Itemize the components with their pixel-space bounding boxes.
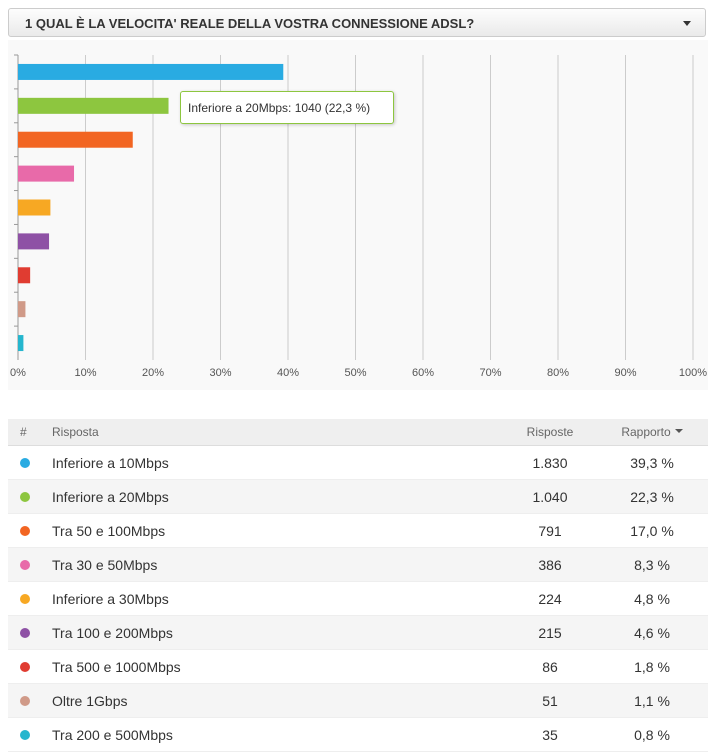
dropdown-arrow [683,21,691,30]
x-tick-label: 60% [412,367,434,379]
color-cell [8,547,51,582]
col-header[interactable]: Risposte [504,419,596,446]
bar [18,97,169,114]
color-dot [20,627,30,638]
count-cell: 51 [504,683,596,718]
color-cell [8,479,51,514]
color-cell [8,615,51,650]
color-dot [20,559,30,570]
answer-cell: Inferiore a 10Mbps [51,445,504,480]
color-dot [20,491,30,502]
answer-cell: Tra 30 e 50Mbps [51,547,504,582]
bar [18,301,26,318]
color-dot [20,695,30,706]
count-cell: 224 [504,581,596,616]
x-tick-label: 30% [209,367,231,379]
ratio-cell: 1,1 % [596,683,708,718]
table-row: Inferiore a 20Mbps 1.040 22,3 % [8,479,708,514]
question-title: 1 QUAL È LA VELOCITA' REALE DELLA VOSTRA… [25,16,475,31]
answer-cell: Inferiore a 20Mbps [51,479,504,514]
x-tick-label: 40% [277,367,299,379]
col-header[interactable]: Rapporto [596,419,708,446]
ratio-cell: 4,6 % [596,615,708,650]
count-cell: 1.040 [504,479,596,514]
color-cell [8,581,51,616]
table-row: Tra 100 e 200Mbps 215 4,6 % [8,615,708,650]
col-header-text: Rapporto [621,425,671,439]
bar [18,199,51,216]
x-tick-label: 20% [142,367,164,379]
table-header: # Risposta Risposte Rapporto [8,419,708,446]
color-cell [8,445,51,480]
bar [18,63,284,80]
color-cell [8,513,51,548]
color-cell [8,649,51,684]
col-header: # [8,419,51,446]
answer-cell: Oltre 1Gbps [51,683,504,718]
count-cell: 791 [504,513,596,548]
bar [18,131,133,148]
ratio-cell: 17,0 % [596,513,708,548]
answer-cell: Tra 500 e 1000Mbps [51,649,504,684]
sort-arrow [674,429,683,437]
answer-cell: Inferiore a 30Mbps [51,581,504,616]
x-tick-label: 100% [679,367,707,379]
ratio-cell: 39,3 % [596,445,708,480]
color-dot [20,593,30,604]
x-tick-label: 50% [344,367,366,379]
bar [18,267,31,284]
table-row: Tra 500 e 1000Mbps 86 1,8 % [8,649,708,684]
ratio-cell: 1,8 % [596,649,708,684]
bar [18,335,24,352]
count-cell: 215 [504,615,596,650]
results-table: # Risposta Risposte Rapporto Inferiore a… [8,419,708,752]
count-cell: 86 [504,649,596,684]
bar [18,165,75,182]
x-tick-label: 80% [547,367,569,379]
x-tick-label: 70% [479,367,501,379]
table-row: Tra 30 e 50Mbps 386 8,3 % [8,547,708,582]
color-dot [20,457,30,468]
answer-cell: Tra 50 e 100Mbps [51,513,504,548]
ratio-cell: 4,8 % [596,581,708,616]
col-header: Risposta [51,419,504,446]
ratio-cell: 22,3 % [596,479,708,514]
x-tick-label: 10% [74,367,96,379]
table-row: Inferiore a 10Mbps 1.830 39,3 % [8,445,708,480]
tooltip: Inferiore a 20Mbps: 1040 (22,3 %) [180,91,394,124]
bar [18,233,50,250]
count-cell: 386 [504,547,596,582]
color-dot [20,525,30,536]
table-row: Oltre 1Gbps 51 1,1 % [8,683,708,718]
page: 1 QUAL È LA VELOCITA' REALE DELLA VOSTRA… [8,8,708,752]
x-tick-label: 90% [614,367,636,379]
answer-cell: Tra 100 e 200Mbps [51,615,504,650]
ratio-cell: 8,3 % [596,547,708,582]
table-row: Inferiore a 30Mbps 224 4,8 % [8,581,708,616]
color-cell [8,683,51,718]
count-cell: 1.830 [504,445,596,480]
table-row: Tra 50 e 100Mbps 791 17,0 % [8,513,708,548]
x-tick-label: 0% [10,367,26,379]
question-header[interactable]: 1 QUAL È LA VELOCITA' REALE DELLA VOSTRA… [8,8,706,37]
color-dot [20,661,30,672]
